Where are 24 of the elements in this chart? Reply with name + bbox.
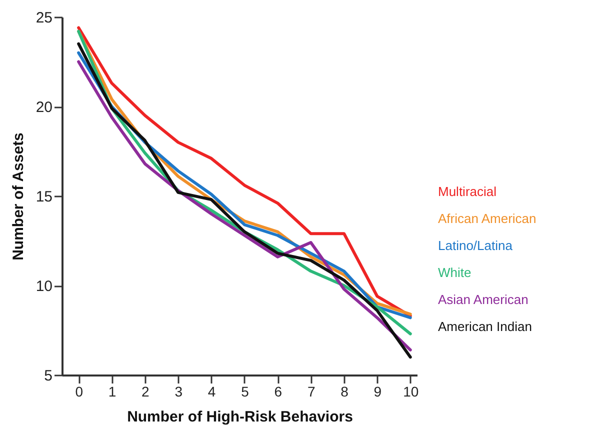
x-tick-label: 10 [403,384,419,400]
x-tick-label: 3 [174,384,183,400]
x-tick-label: 7 [307,384,316,400]
x-tick-label: 9 [374,384,382,400]
y-tick-label: 15 [36,188,52,206]
text: Asian American [438,292,528,307]
y-tick-label: 20 [36,99,52,116]
x-tick-label: 4 [208,384,216,400]
x-tick-label: 1 [108,384,116,400]
x-tick-label: 5 [241,384,250,400]
text: White [438,264,472,280]
text: African American [438,210,536,226]
y-tick-label: 5 [44,368,52,384]
text: American Indian [438,318,532,334]
x-tick-label: 0 [75,384,84,400]
x-tick-label: 6 [274,384,282,400]
y-axis-title: Number of Assets [10,132,27,260]
x-tick-label: 8 [340,384,349,400]
text: Latino/Latina [438,238,514,253]
x-tick-label: 2 [142,384,150,400]
y-tick-label: 25 [36,10,52,26]
text: Multiracial [438,184,497,199]
y-tick-label: 10 [36,278,52,295]
x-axis-title: Number of High-Risk Behaviors [127,408,353,426]
